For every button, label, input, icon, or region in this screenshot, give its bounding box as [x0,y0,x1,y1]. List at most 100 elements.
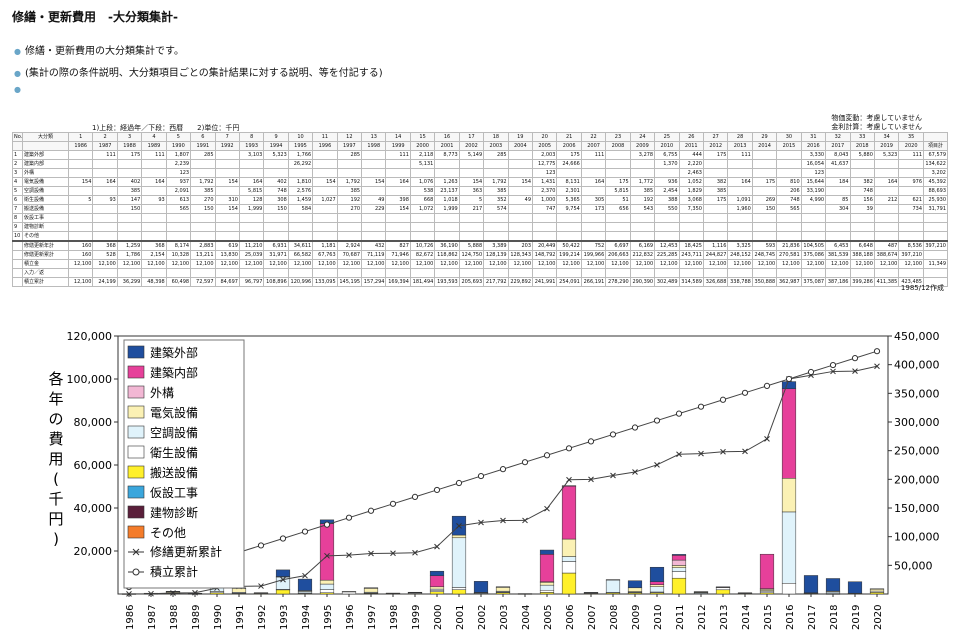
line-point [346,552,352,559]
row-total [923,222,948,232]
line-point [653,417,661,424]
bar-segment [561,561,577,574]
legend-marker [132,548,140,556]
bar-segment [363,587,379,589]
bar-segment [539,554,555,583]
line-point [192,589,198,596]
bar-segment [649,566,665,582]
table-row: 6 衛生設備 5 93 147 93 613 270 310 128 308 1,459 1,027 19… [12,195,948,205]
bar-segment [473,581,489,593]
line-point [302,572,308,579]
bar-segment [671,554,687,556]
line-point [456,522,462,529]
bullet-icon: ● [14,47,21,56]
x-tick-label: 1996 [345,605,356,630]
line-point [852,368,858,375]
bar-segment [803,575,819,594]
line-point [632,469,638,475]
legend-label: 電気設備 [150,405,198,420]
bar-segment [759,553,775,589]
bar-segment [451,537,467,588]
legend-swatch [127,505,145,519]
line-point [610,472,616,479]
y2-tick-label: 100,000 [894,531,940,544]
bar-segment [165,591,181,593]
bar-segment [671,567,687,572]
x-tick-label: 2017 [807,605,818,630]
y-tick-label: 80,000 [74,416,113,429]
line-point [279,535,287,542]
x-tick-label: 2002 [477,605,488,630]
table-cell [873,222,900,232]
bar-segment [363,588,379,593]
line-point [566,476,572,483]
line-point [587,438,595,445]
legend-label: 外構 [150,386,174,400]
x-tick-label: 1987 [147,605,158,630]
bar-segment [319,589,335,593]
bar-segment [275,589,291,595]
y-axis-label-char: 費 [48,430,63,448]
row-total [923,277,948,287]
page-title: 修繕・更新費用 -大分類集計- [12,10,178,24]
line-point [785,375,793,383]
x-tick-label: 2006 [565,605,576,630]
y-axis-label-char: 千 [48,490,63,508]
summary-row: 入力／返 [12,268,948,278]
legend-marker [132,568,140,576]
y2-tick-label: 450,000 [894,330,940,343]
line-point [719,396,727,403]
description-line-1: ● 修繕・更新費用の大分類集計です。 [14,46,184,57]
y2-tick-label: 300,000 [894,416,940,429]
bar-segment [605,579,621,593]
legend-swatch [127,385,145,399]
line-point [676,451,682,458]
legend-label: 建築内部 [150,365,198,380]
line-point [389,500,397,507]
line-point [499,466,507,473]
legend-label: 建物診断 [150,505,198,520]
line-point [323,521,331,528]
y-axis-label-char: 年 [48,390,63,408]
line-point [170,590,176,596]
x-tick-label: 1994 [301,605,312,630]
line-point [522,517,528,524]
bar-segment [319,523,335,581]
line-point [830,368,836,375]
line-point [368,550,374,557]
bar-segment [341,591,357,593]
y-tick-label: 20,000 [74,545,113,558]
line-point [390,550,396,557]
legend-swatch [127,525,145,539]
legend-label: 修繕更新累計 [150,544,222,559]
x-tick-label: 2014 [741,605,752,630]
line-point [126,591,132,597]
x-tick-label: 2009 [631,605,642,630]
y-axis-label-char: ( [53,470,59,488]
bar-segment [671,565,687,568]
bar-segment [649,584,665,587]
line-point [412,549,418,556]
line-point [807,368,815,376]
x-tick-label: 1989 [191,605,202,630]
line-point [477,472,485,480]
bar-segment [275,569,291,577]
plot-area [117,335,889,595]
bar-segment [649,586,665,593]
summary-table: No. 大分類 1 2 3 4 5 6 7 8 9 10 11 12 13 14 15 16 17 18 19 20 21 2… [12,132,948,287]
bar-segment [847,581,863,594]
legend-swatch [127,405,145,419]
legend-swatch [127,345,145,359]
bar-segment [781,478,797,513]
line-point [764,436,770,442]
table-row: 7 搬送設備 150 565 150 154 1,999 150 584 270 229 154 1,0… [12,204,948,214]
bar-segment [583,592,599,594]
x-tick-label: 2020 [873,605,884,630]
legend-label: 建築外部 [150,345,198,360]
bar-segment [539,584,555,591]
x-tick-label: 2012 [697,605,708,630]
created-note: 1985/12作成 [900,284,944,292]
table-header-year: 1986 1987 1988 1989 1990 1991 1992 1993 1994 1995… [12,141,948,151]
bar-segment [671,559,687,566]
bar-segment [627,580,643,589]
